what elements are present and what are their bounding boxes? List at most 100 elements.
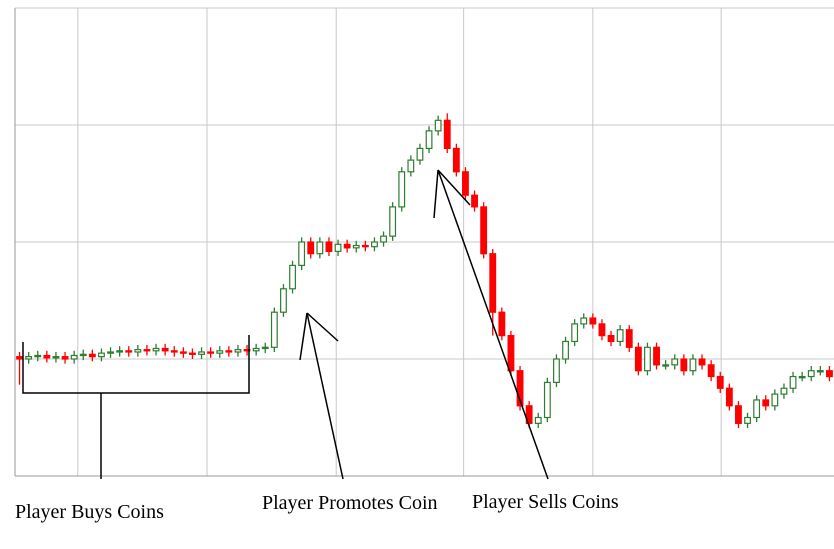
candle-body — [589, 317, 597, 325]
candle-body — [634, 346, 642, 372]
candle-body — [543, 381, 551, 419]
sell-arrow-head — [433, 169, 439, 219]
candle-body — [380, 235, 387, 243]
candle-body — [198, 351, 205, 355]
candle-body — [598, 323, 606, 337]
candle-body — [452, 147, 460, 173]
candle-body — [553, 358, 560, 383]
candle-body — [789, 375, 797, 389]
candle-body — [116, 350, 124, 353]
candle-body — [16, 356, 23, 360]
candle-body — [507, 335, 515, 372]
candle-body — [270, 311, 278, 348]
candle-body — [653, 346, 660, 366]
candle-body — [807, 370, 815, 378]
promote-arrow-head — [299, 312, 308, 361]
candle-body — [52, 356, 60, 359]
candle-body — [289, 264, 296, 290]
candle-body — [170, 350, 178, 353]
candle-body — [571, 323, 579, 343]
candle-body — [707, 364, 715, 378]
candle-body — [107, 351, 114, 354]
candle-body — [98, 352, 105, 358]
candle-body — [389, 206, 397, 237]
candle-body — [307, 241, 315, 255]
candle-body — [498, 311, 506, 337]
candle-body — [143, 349, 151, 352]
candle-body — [416, 147, 424, 161]
candle-body — [443, 119, 451, 149]
candle-body — [762, 399, 770, 407]
candle-body — [607, 335, 615, 343]
candle-body — [161, 347, 169, 352]
candle-body — [580, 317, 588, 325]
candle-body — [207, 351, 215, 354]
candle-body — [179, 351, 187, 354]
candle-body — [361, 244, 369, 248]
candle-body — [735, 405, 742, 424]
candle-body — [671, 358, 679, 366]
promote-arrow — [306, 312, 344, 480]
candle-body — [334, 243, 342, 252]
candle-body — [816, 370, 824, 373]
candle-body — [689, 358, 697, 372]
candle-body — [234, 349, 242, 353]
candle-body — [252, 347, 260, 352]
candle-body — [826, 370, 833, 378]
candle-body — [625, 329, 633, 348]
buy-bracket — [22, 335, 250, 394]
candle-body — [43, 354, 51, 359]
candle-body — [398, 171, 406, 208]
annotation: Player Promotes Coin — [262, 492, 438, 514]
candle-body — [780, 387, 788, 395]
candle-body — [134, 349, 142, 353]
candle-body — [88, 353, 96, 358]
candle-body — [644, 346, 651, 372]
candle-body — [771, 393, 779, 407]
candle-body — [562, 340, 569, 360]
candle-body — [534, 416, 542, 424]
candles — [16, 113, 833, 429]
candle-body — [753, 399, 761, 419]
candle-body — [662, 364, 670, 367]
candle-body — [125, 350, 133, 353]
sell-arrow — [437, 169, 549, 480]
annotation-lines — [22, 169, 549, 480]
candle-body — [189, 352, 196, 355]
candle-body — [152, 347, 160, 352]
candle-body — [243, 349, 251, 352]
candle-body — [225, 350, 233, 353]
candle-body — [298, 241, 306, 266]
candle-body — [407, 159, 415, 173]
sell-arrow-head — [437, 169, 471, 206]
candle-body — [471, 194, 478, 208]
candle-body — [798, 375, 806, 379]
candle-body — [61, 356, 69, 360]
candle-body — [489, 253, 497, 313]
candle-body — [616, 329, 624, 343]
candle-body — [680, 358, 688, 372]
candle-body — [525, 405, 533, 424]
candle-body — [25, 356, 33, 360]
candle-body — [744, 416, 751, 424]
candle-body — [70, 354, 78, 360]
candle-body — [280, 288, 287, 313]
candle-body — [698, 358, 706, 366]
promote-arrow-head — [306, 312, 339, 342]
candle-body — [462, 171, 469, 196]
candle-body — [425, 130, 433, 150]
candle-body — [216, 350, 224, 354]
candle-body — [716, 375, 724, 389]
candle-body — [516, 370, 524, 407]
candle-body — [34, 354, 42, 358]
candle-body — [316, 241, 324, 255]
annotation: Player Sells Coins — [472, 491, 619, 513]
grid — [14, 7, 834, 477]
candle-body — [79, 353, 87, 357]
candle-body — [725, 387, 733, 407]
candle-body — [343, 243, 351, 249]
candle-body — [352, 244, 360, 249]
candle-body — [434, 119, 442, 132]
